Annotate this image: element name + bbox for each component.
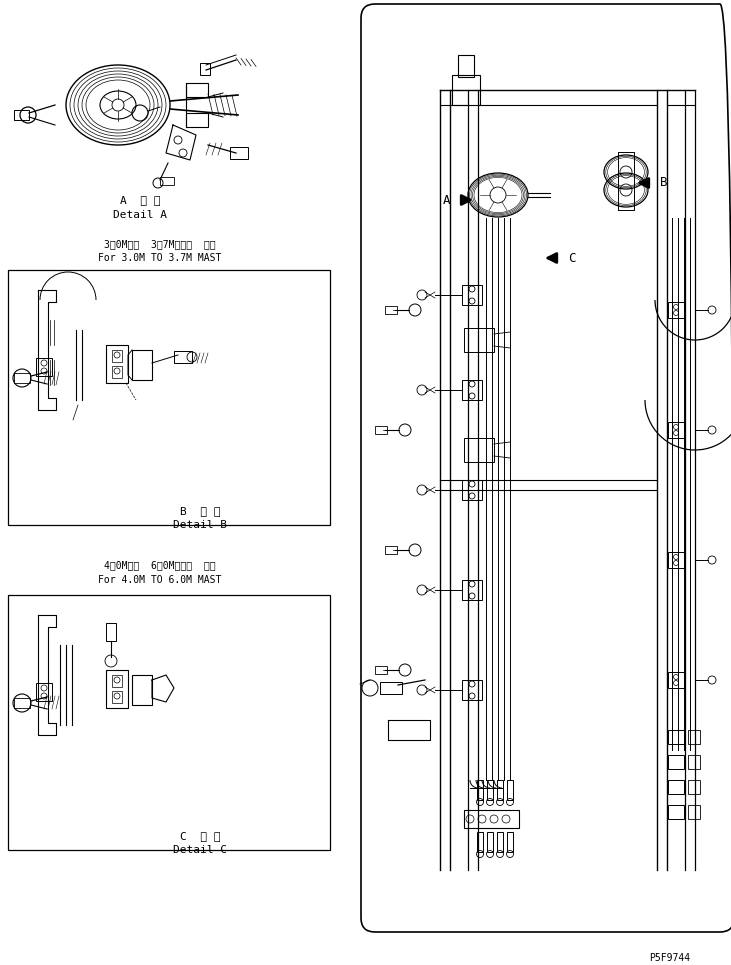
Bar xyxy=(464,438,494,462)
Bar xyxy=(380,682,402,694)
Bar xyxy=(462,380,482,400)
Text: For 3.0M TO 3.7M MAST: For 3.0M TO 3.7M MAST xyxy=(98,253,221,263)
Text: Detail B: Detail B xyxy=(173,520,227,530)
Bar xyxy=(452,75,480,105)
Bar xyxy=(385,546,397,554)
Text: For 4.0M TO 6.0M MAST: For 4.0M TO 6.0M MAST xyxy=(98,575,221,585)
Bar xyxy=(668,780,684,794)
Bar xyxy=(497,832,503,852)
Bar xyxy=(36,358,52,376)
Bar xyxy=(462,480,482,500)
Bar xyxy=(8,270,330,525)
Bar xyxy=(464,328,494,352)
Bar xyxy=(36,683,52,701)
Text: 3．0Mカラ  3．7Mマスト  ヨウ: 3．0Mカラ 3．7Mマスト ヨウ xyxy=(105,239,216,249)
Text: Detail A: Detail A xyxy=(113,210,167,220)
Bar xyxy=(375,426,387,434)
Bar xyxy=(688,755,700,769)
Bar xyxy=(507,780,513,800)
Bar xyxy=(200,63,210,75)
Bar xyxy=(8,595,330,850)
Bar xyxy=(106,623,116,641)
Bar xyxy=(487,780,493,800)
Bar xyxy=(462,580,482,600)
Bar xyxy=(186,113,208,127)
Bar xyxy=(112,691,122,703)
Bar xyxy=(458,55,474,77)
Bar xyxy=(464,810,519,828)
Bar xyxy=(462,285,482,305)
Bar xyxy=(112,675,122,687)
Bar xyxy=(688,730,700,744)
Bar xyxy=(668,755,684,769)
Bar xyxy=(14,110,29,120)
Bar xyxy=(497,780,503,800)
Bar xyxy=(668,552,684,568)
Bar xyxy=(230,147,248,159)
Bar xyxy=(106,345,128,383)
Bar xyxy=(160,177,174,185)
Bar xyxy=(477,780,483,800)
Bar xyxy=(507,832,513,852)
Bar xyxy=(132,350,152,380)
Bar xyxy=(668,730,684,744)
Text: C: C xyxy=(568,252,575,264)
Bar xyxy=(186,83,208,97)
Text: A  詳 細: A 詳 細 xyxy=(120,195,160,205)
Text: A: A xyxy=(442,194,450,207)
Bar xyxy=(112,366,122,378)
Bar xyxy=(14,373,30,383)
Text: Detail C: Detail C xyxy=(173,845,227,855)
Bar xyxy=(462,680,482,700)
Text: B  詳 細: B 詳 細 xyxy=(180,506,220,516)
Bar xyxy=(132,675,152,705)
Text: P5F9744: P5F9744 xyxy=(649,953,690,963)
Bar xyxy=(487,832,493,852)
Bar xyxy=(668,422,684,438)
Bar xyxy=(174,351,192,363)
Bar xyxy=(385,306,397,314)
Text: C  詳 細: C 詳 細 xyxy=(180,831,220,841)
Bar xyxy=(668,805,684,819)
Bar xyxy=(688,780,700,794)
Bar xyxy=(106,670,128,708)
Text: 4．0Mカラ  6．0Mマスト  ヨウ: 4．0Mカラ 6．0Mマスト ヨウ xyxy=(105,560,216,570)
Bar xyxy=(688,805,700,819)
Bar xyxy=(668,302,684,318)
Bar xyxy=(375,666,387,674)
Text: B: B xyxy=(660,177,667,189)
Bar xyxy=(14,698,30,708)
Bar xyxy=(477,832,483,852)
Bar xyxy=(112,350,122,362)
Bar xyxy=(668,672,684,688)
